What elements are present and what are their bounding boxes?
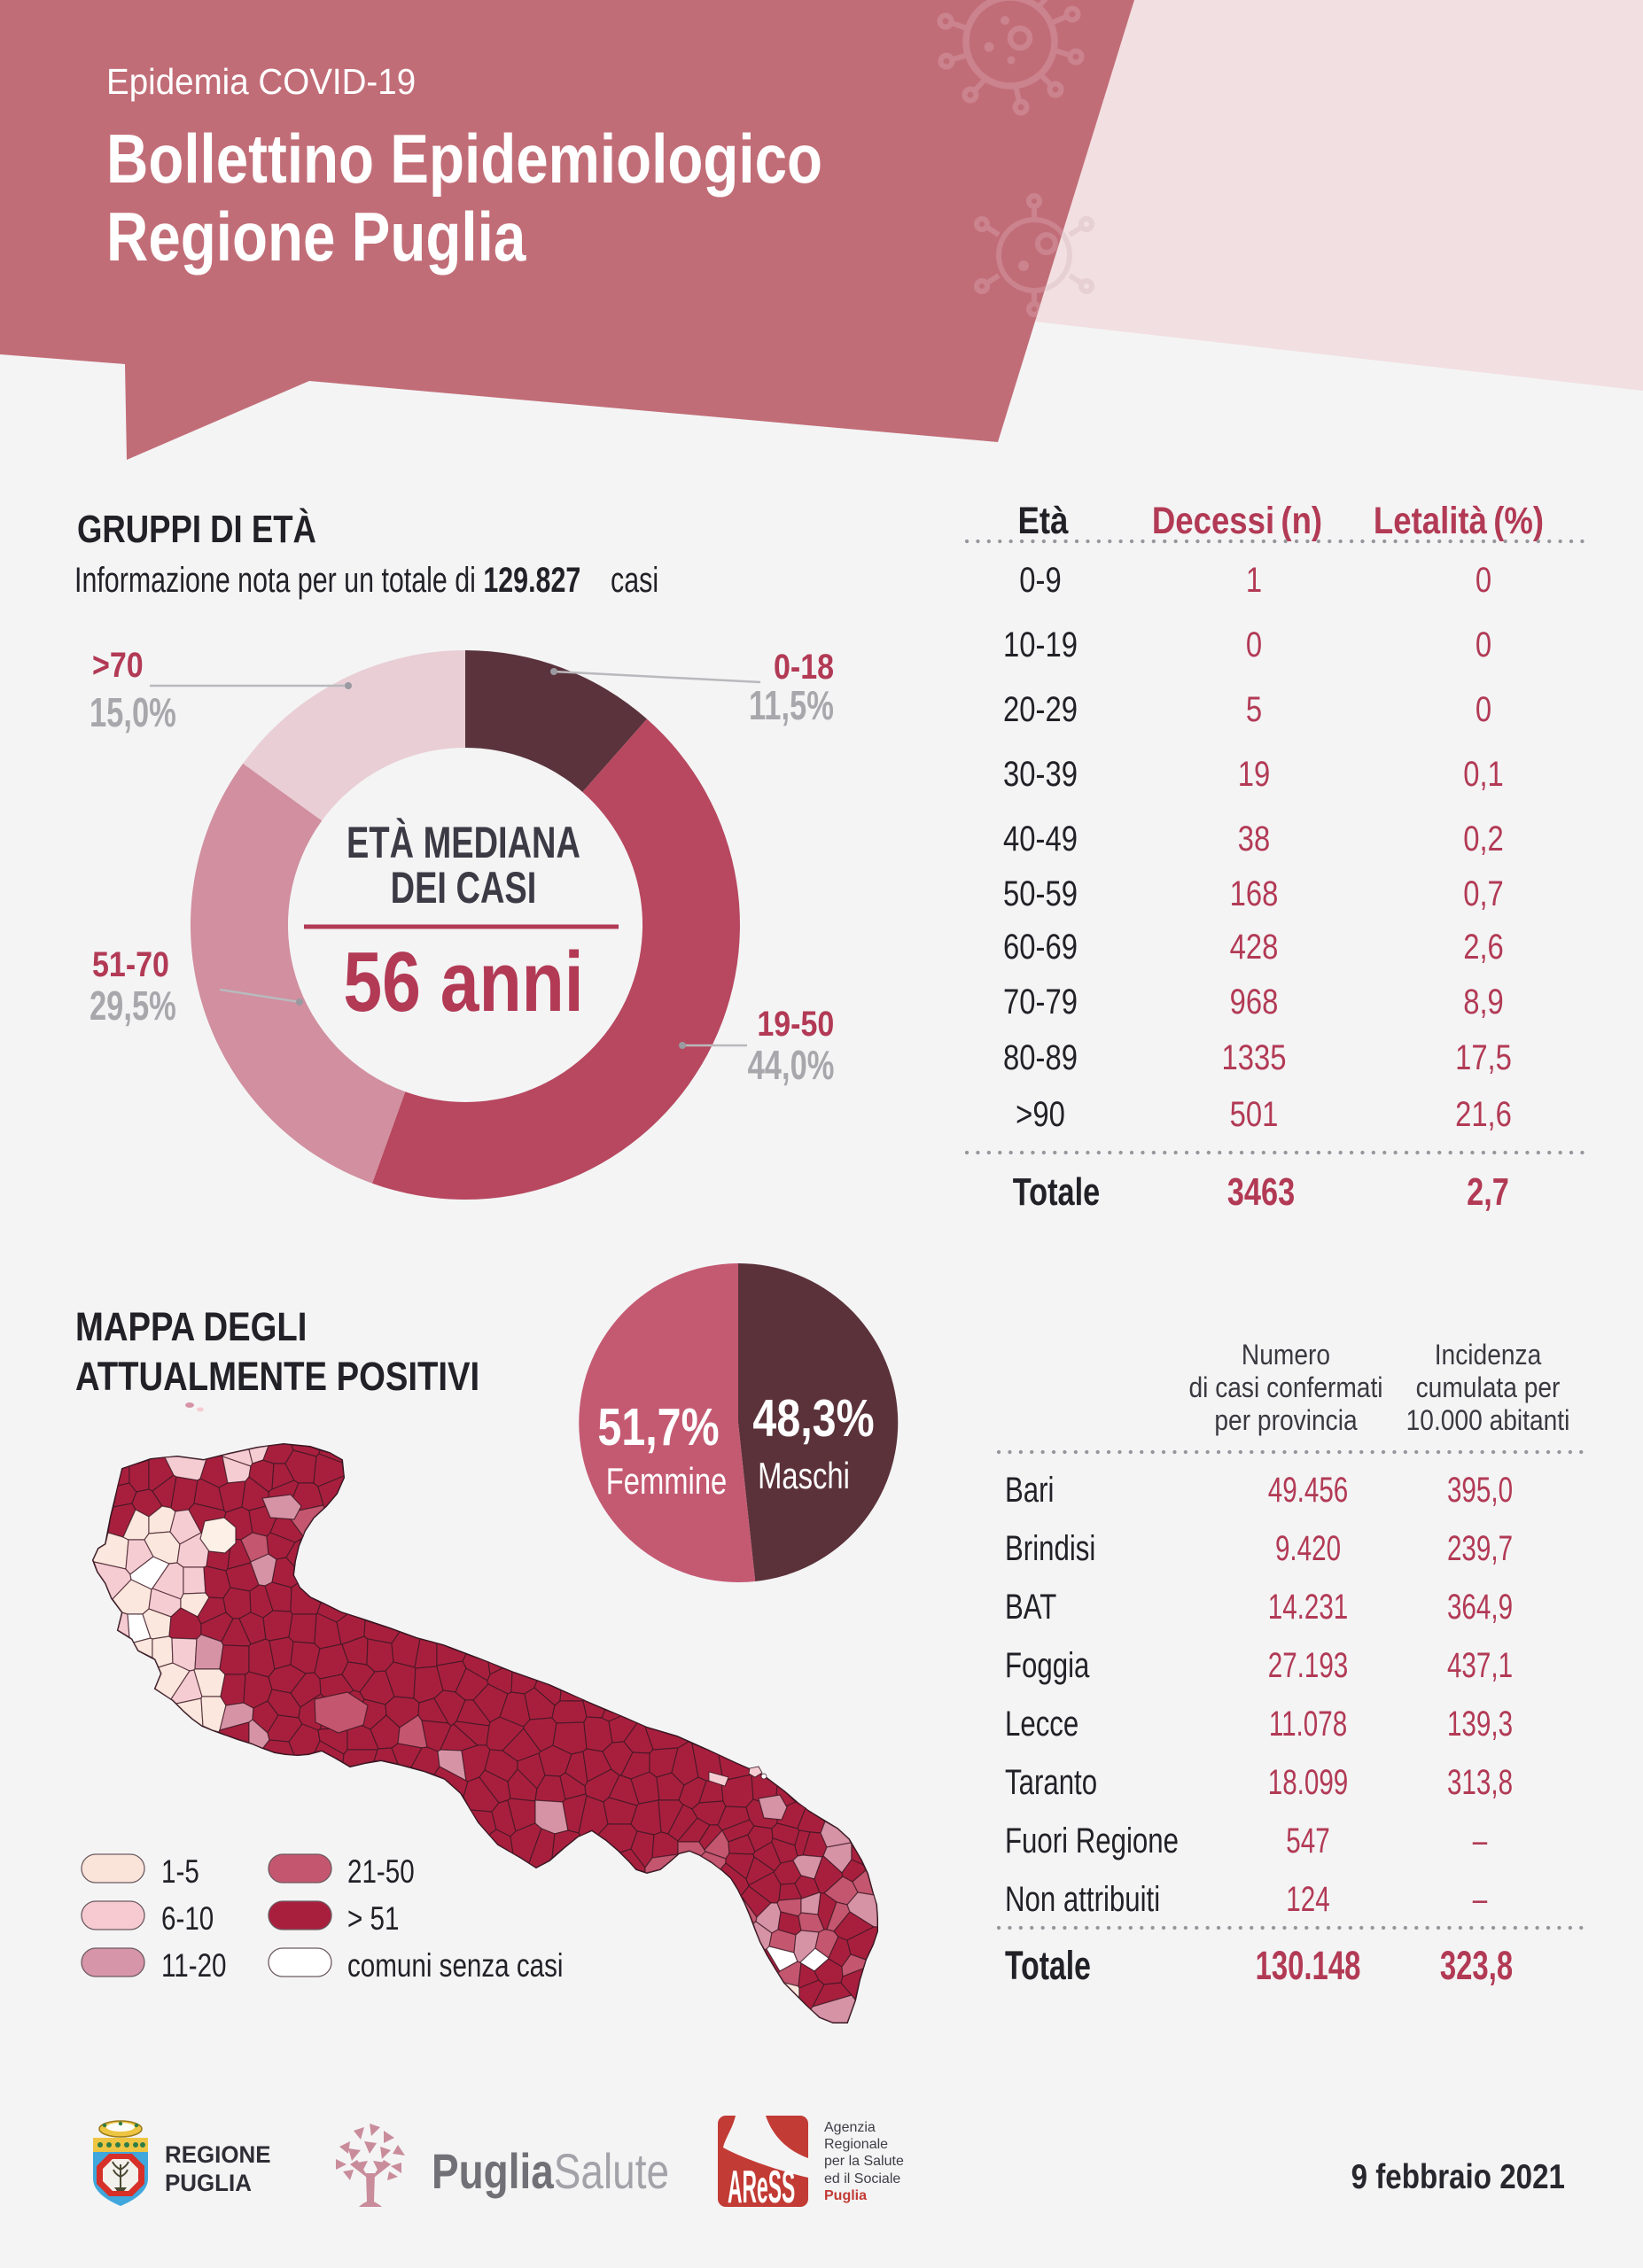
svg-text:AReSS: AReSS (728, 2161, 795, 2207)
